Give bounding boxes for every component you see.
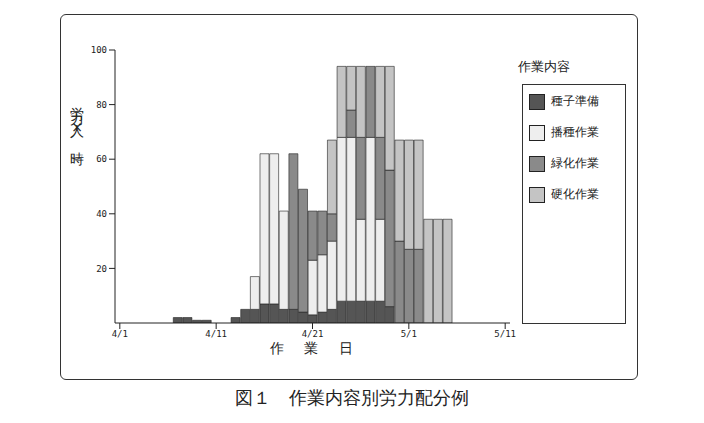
html-text:労力（人×時）: 労力（人×時） — [69, 95, 85, 153]
html-text:緑化作業: 緑化作業 — [551, 156, 599, 170]
svg-text:4/21: 4/21 — [302, 329, 324, 339]
html-text:作業内容: 作業内容 — [518, 59, 570, 74]
svg-text:60: 60 — [96, 154, 107, 164]
svg-text:20: 20 — [96, 264, 107, 274]
html-text:種子準備: 種子準備 — [551, 94, 599, 108]
html-text:図１ 作業内容別労力配分例: 図１ 作業内容別労力配分例 — [235, 387, 469, 408]
svg-text:5/11: 5/11 — [494, 329, 516, 339]
svg-text:80: 80 — [96, 100, 107, 110]
html-text:硬化作業: 硬化作業 — [551, 187, 599, 201]
svg-text:4/1: 4/1 — [112, 329, 128, 339]
html-text:播種作業: 播種作業 — [551, 125, 599, 139]
svg-text:40: 40 — [96, 209, 107, 219]
svg-text:100: 100 — [91, 45, 107, 55]
svg-text:5/1: 5/1 — [401, 329, 417, 339]
html-text:作 業 日: 作 業 日 — [270, 340, 361, 356]
svg-text:4/11: 4/11 — [205, 329, 227, 339]
